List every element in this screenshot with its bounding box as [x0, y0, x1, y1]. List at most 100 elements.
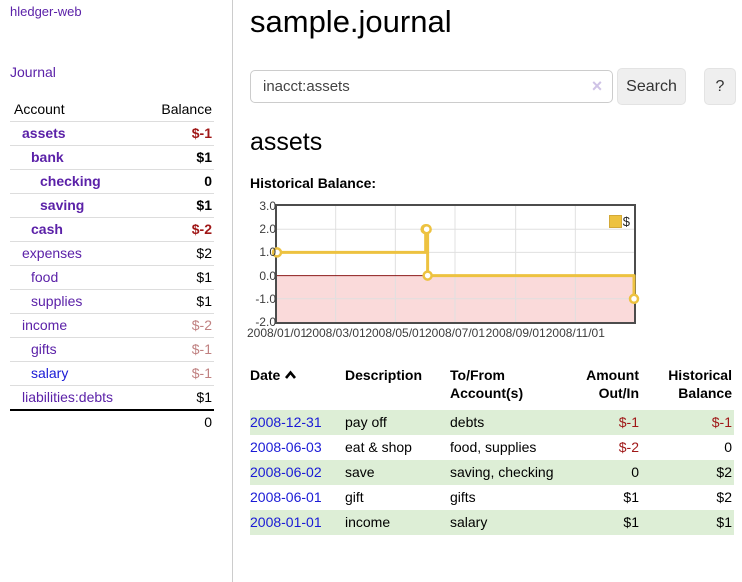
transaction-amount: $-1 [580, 410, 641, 435]
account-row: saving $1 [10, 193, 214, 218]
y-axis-tick-label: 1.0 [259, 245, 276, 260]
account-row: income $-2 [10, 313, 214, 338]
x-axis-tick-label: 2008/07/01 [424, 326, 486, 340]
account-link-cash[interactable]: cash [31, 221, 63, 237]
account-link-supplies[interactable]: supplies [31, 293, 83, 309]
x-axis-tick-label: 2008/01/01 [246, 326, 308, 340]
account-link-gifts[interactable]: gifts [31, 341, 57, 357]
y-axis-tick-label: -1.0 [255, 291, 276, 306]
account-balance: $-2 [142, 313, 214, 338]
transaction-balance: $2 [716, 489, 732, 505]
transaction-balance: $-1 [641, 410, 734, 435]
account-link-food[interactable]: food [31, 269, 59, 285]
account-link-checking[interactable]: checking [40, 173, 101, 189]
search-input[interactable] [250, 70, 613, 103]
transaction-balance: $1 [641, 510, 734, 535]
y-axis-tick-label: 0.0 [259, 268, 276, 283]
x-axis-tick-label: 2008/05/01 [365, 326, 426, 340]
data-point-marker [422, 270, 433, 281]
x-axis-tick-label: 2008/11/01 [545, 326, 605, 340]
account-row: expenses $2 [10, 241, 214, 266]
page-title: sample.journal [250, 4, 452, 39]
account-row: checking 0 [10, 169, 214, 194]
transaction-date-link[interactable]: 2008-06-02 [250, 464, 322, 480]
legend-swatch-icon [608, 215, 622, 228]
main-panel: sample.journal × Search ? assets Histori… [246, 0, 742, 582]
chart-title: Historical Balance: [250, 175, 377, 191]
data-point-marker [421, 223, 432, 235]
account-balance: $1 [142, 265, 214, 290]
account-link-income[interactable]: income [22, 317, 68, 333]
y-axis-tick-label: 2.0 [259, 222, 276, 237]
sort-ascending-icon [285, 370, 297, 379]
legend-label: $ [622, 214, 630, 229]
transaction-date-link[interactable]: 2008-06-03 [250, 439, 322, 455]
account-balance: $1 [142, 145, 214, 170]
transaction-description: save [345, 460, 450, 485]
account-row: assets $-1 [10, 121, 214, 146]
register-row: 2008-06-02 save saving, checking 0 $2 [250, 460, 734, 485]
transaction-date-link[interactable]: 2008-01-01 [250, 514, 322, 530]
account-balance: $-1 [142, 337, 214, 362]
register-table-header: Date Description To/From Account(s) Amount Ou… [250, 360, 734, 410]
register-header-amount[interactable]: Amount Out/In [586, 367, 639, 401]
account-row: cash $-2 [10, 217, 214, 242]
clear-search-icon[interactable]: × [591, 76, 603, 96]
register-header-to-from[interactable]: To/From Account(s) [450, 367, 524, 401]
data-point-marker [628, 293, 640, 305]
account-link-expenses[interactable]: expenses [22, 245, 82, 261]
account-balance: $1 [142, 289, 214, 314]
account-heading: assets [250, 128, 323, 156]
account-link-liabilities-debts[interactable]: liabilities:debts [22, 389, 114, 405]
register-row: 2008-01-01 income salary $1 $1 [250, 510, 734, 535]
transaction-amount: $1 [580, 510, 641, 535]
app-brand-link[interactable]: hledger-web [10, 4, 82, 19]
help-button[interactable]: ? [704, 68, 736, 105]
accounts-table-header: Account Balance [10, 98, 214, 122]
register-table: Date Description To/From Account(s) Amount Ou… [250, 360, 734, 535]
y-axis-tick-label: 3.0 [259, 199, 276, 213]
accounts-total-row: 0 [10, 409, 214, 434]
chart-legend: $ [608, 214, 630, 229]
accounts-header-account: Account [14, 101, 65, 117]
transaction-accounts: debts [450, 410, 580, 435]
account-link-saving[interactable]: saving [40, 197, 85, 213]
transaction-amount: 0 [580, 460, 641, 485]
x-axis-tick-label: 2008/09/01 [485, 326, 546, 340]
transaction-amount: $-2 [618, 439, 639, 455]
transaction-date-link[interactable]: 2008-06-01 [250, 489, 322, 505]
account-row: bank $1 [10, 145, 214, 170]
account-balance: $-2 [142, 217, 214, 242]
historical-balance-chart: $ 3.0 2.0 1.0 0.0 -1.0 -2.0 2008/01/01 2008/03/… [246, 198, 742, 348]
account-link-bank[interactable]: bank [31, 149, 64, 165]
accounts-header-balance: Balance [161, 101, 212, 117]
account-link-assets[interactable]: assets [22, 125, 66, 141]
search-button[interactable]: Search [617, 68, 686, 105]
register-header-date[interactable]: Date [250, 360, 345, 410]
account-row: liabilities:debts $1 [10, 385, 214, 410]
account-row: gifts $-1 [10, 337, 214, 362]
data-point-marker [271, 247, 283, 258]
transaction-accounts: saving, checking [450, 460, 580, 485]
sidebar-item-journal[interactable]: Journal [10, 64, 56, 80]
sidebar: hledger-web Journal Account Balance asse… [0, 0, 233, 582]
transaction-balance: $2 [641, 460, 734, 485]
transaction-accounts: food, supplies [450, 439, 537, 455]
transaction-description: gift [345, 489, 364, 505]
register-header-historical[interactable]: Historical Balance [668, 367, 732, 401]
accounts-total-balance: 0 [142, 409, 214, 434]
account-row: supplies $1 [10, 289, 214, 314]
account-link-salary[interactable]: salary [31, 365, 69, 381]
account-balance: $1 [142, 385, 214, 410]
chart-canvas [271, 206, 640, 322]
transaction-date-link[interactable]: 2008-12-31 [250, 414, 322, 430]
register-row: 2008-06-03 eat & shop food, supplies $-2 0 [250, 435, 734, 460]
account-row: food $1 [10, 265, 214, 290]
accounts-table: Account Balance assets $-1 bank $1 checking 0… [10, 98, 214, 434]
register-header-description[interactable]: Description [345, 367, 423, 383]
transaction-amount: $1 [623, 489, 639, 505]
transaction-description: pay off [345, 410, 450, 435]
x-axis-tick-label: 2008/03/01 [305, 326, 366, 340]
transaction-accounts: salary [450, 510, 580, 535]
transaction-accounts: gifts [450, 489, 476, 505]
